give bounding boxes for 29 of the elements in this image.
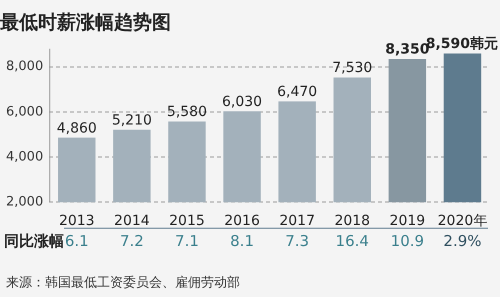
- text: 7.2: [120, 232, 144, 250]
- x-tick-label: 2014: [114, 213, 150, 230]
- text: 同比涨幅: [4, 232, 64, 250]
- x-tick-label: 2020年: [438, 213, 488, 230]
- x-tick-label: 2019: [390, 213, 426, 230]
- data-label: 5,210: [112, 112, 152, 128]
- text: 10.9: [390, 232, 424, 250]
- x-tick-label: 2018: [334, 213, 370, 230]
- x-tick-label: 2017: [279, 213, 315, 230]
- data-label: 4,860: [56, 120, 97, 136]
- source-note: 来源：韩国最低工资委员会、雇佣劳动部: [6, 274, 240, 290]
- text: 2.9%: [443, 232, 482, 250]
- text: 7.1: [175, 232, 199, 250]
- data-label: 5,580: [166, 104, 208, 120]
- y-tick-label: 8,000: [6, 59, 44, 74]
- data-label: 6,030: [222, 94, 262, 110]
- data-label: 6,470: [277, 84, 318, 100]
- x-tick-label: 2013: [58, 213, 95, 230]
- chart-title: 最低时薪涨幅趋势图: [0, 11, 171, 34]
- data-label: 7,530: [332, 60, 372, 76]
- text: 8.1: [230, 232, 254, 250]
- text: 16.4: [336, 232, 369, 250]
- text: 7.3: [285, 232, 310, 250]
- y-tick-label: 2,000: [6, 194, 44, 210]
- x-tick-label: 2016: [224, 213, 260, 230]
- x-tick-label: 2015: [169, 213, 205, 230]
- y-tick-label: 6,000: [6, 104, 44, 120]
- y-tick-label: 4,000: [6, 149, 44, 164]
- text: 6.1: [64, 232, 89, 250]
